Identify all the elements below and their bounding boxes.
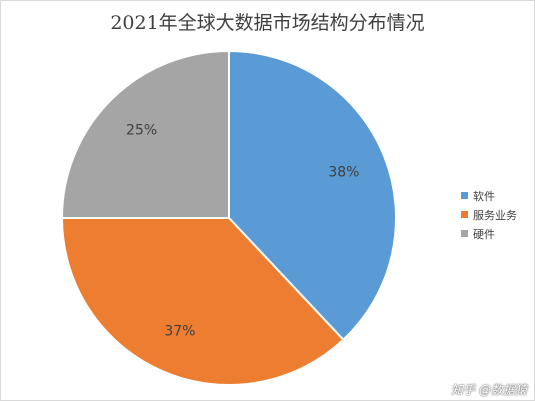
watermark: 知乎 @数据猿 <box>451 383 527 397</box>
legend: 软件 服务业务 硬件 <box>461 186 517 243</box>
legend-item-hardware: 硬件 <box>461 224 517 243</box>
data-label-software: 38% <box>328 165 359 181</box>
legend-swatch-software <box>461 192 468 199</box>
legend-label-services: 服务业务 <box>473 208 517 222</box>
pie-slice-hardware <box>60 49 230 219</box>
data-label-hardware: 25% <box>126 123 157 139</box>
pie-slice-software <box>228 49 397 342</box>
legend-label-hardware: 硬件 <box>473 227 495 241</box>
legend-item-software: 软件 <box>461 186 517 205</box>
chart-title: 2021年全球大数据市场结构分布情况 <box>110 12 425 34</box>
legend-swatch-hardware <box>461 230 468 237</box>
pie-slice-services <box>60 217 345 386</box>
legend-item-services: 服务业务 <box>461 205 517 224</box>
legend-label-software: 软件 <box>473 189 495 203</box>
legend-swatch-services <box>461 211 468 218</box>
data-label-services: 37% <box>164 323 195 339</box>
